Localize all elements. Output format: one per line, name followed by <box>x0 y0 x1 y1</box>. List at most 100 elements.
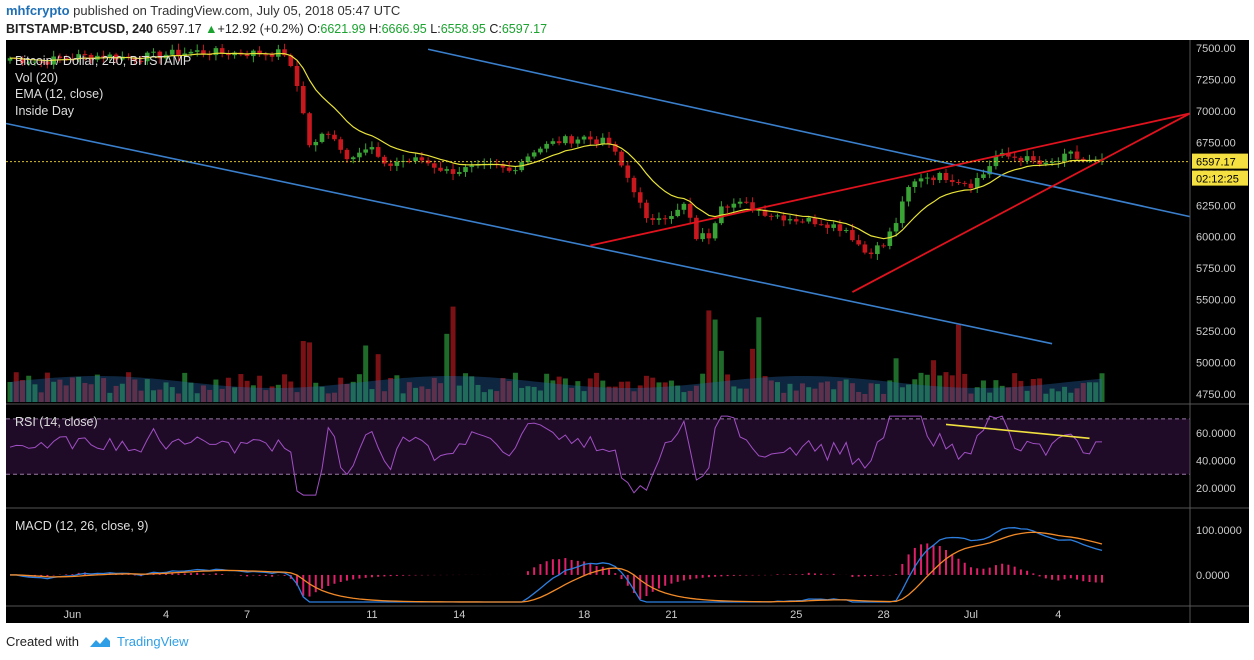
candle-body <box>288 55 294 67</box>
price-tick-label: 4750.00 <box>1196 389 1236 401</box>
volume-bar <box>537 390 543 402</box>
candle-body <box>425 160 431 164</box>
trendline-layer <box>5 48 1191 345</box>
volume-bar <box>76 376 82 402</box>
volume-bar <box>818 382 824 402</box>
price-tick-label: 5000.00 <box>1196 358 1236 370</box>
volume-bar <box>456 385 462 402</box>
volume-bar <box>993 380 999 402</box>
candle-body <box>737 201 743 204</box>
volume-bar <box>282 374 288 402</box>
volume-bar <box>918 372 924 402</box>
volume-bar <box>856 391 862 402</box>
volume-bar <box>151 390 157 402</box>
chart-svg[interactable]: 7500.007250.007000.006750.006500.006250.… <box>5 40 1249 623</box>
time-tick-label: 25 <box>790 609 802 621</box>
candle-body <box>987 166 992 175</box>
volume-bar <box>381 391 387 402</box>
volume-bar <box>781 392 787 402</box>
volume-ma-area <box>10 376 1102 402</box>
volume-bar <box>500 378 506 402</box>
volume-bar <box>893 358 899 402</box>
price-tick-label: 6000.00 <box>1196 232 1236 244</box>
volume-bar <box>194 393 200 402</box>
volume-bar <box>331 392 337 402</box>
candle-body <box>394 161 400 166</box>
volume-bar <box>169 387 175 402</box>
chart-area[interactable]: 7500.007250.007000.006750.006500.006250.… <box>5 40 1249 623</box>
volume-bar <box>849 383 855 402</box>
author-link[interactable]: mhfcrypto <box>6 3 70 18</box>
volume-bar <box>213 379 219 402</box>
volume-bar <box>356 374 362 402</box>
volume-bar <box>681 392 687 402</box>
volume-bar <box>188 382 194 402</box>
price-tick-label: 5500.00 <box>1196 295 1236 307</box>
candle-body <box>407 160 412 162</box>
volume-bar <box>250 385 256 402</box>
candle-body <box>513 170 518 172</box>
candle-body <box>469 165 475 168</box>
volume-bar <box>625 381 631 402</box>
volume-bar <box>793 390 799 402</box>
volume-bar <box>806 387 812 402</box>
volume-bar <box>569 387 575 402</box>
footer: Created with TradingView <box>6 634 189 649</box>
candle-body <box>538 148 543 153</box>
volume-bar <box>44 372 50 402</box>
volume-bar <box>69 377 75 402</box>
volume-bar <box>706 310 712 402</box>
candle-body <box>369 147 375 150</box>
volume-bar <box>718 350 724 402</box>
time-tick-label: 21 <box>665 609 677 621</box>
volume-bar <box>775 382 781 402</box>
candle-body <box>956 182 961 184</box>
candle-body <box>563 136 568 144</box>
volume-bar <box>1043 393 1049 402</box>
volume-bar <box>325 393 331 402</box>
volume-bar <box>101 378 107 402</box>
candle-body <box>1018 157 1024 161</box>
volume-bar <box>288 381 294 402</box>
candle-body <box>1049 161 1055 163</box>
volume-bar <box>350 381 356 402</box>
candle-body <box>937 172 943 181</box>
time-tick-label: 7 <box>244 609 250 621</box>
volume-bar <box>313 382 319 402</box>
tradingview-link[interactable]: TradingView <box>116 634 189 649</box>
axes-layer: 7500.007250.007000.006750.006500.006250.… <box>6 40 1249 623</box>
candle-body <box>456 172 462 174</box>
candle-body <box>681 203 687 210</box>
candle-body <box>731 203 737 208</box>
candle-body <box>300 86 306 114</box>
volume-bar <box>637 385 643 402</box>
candle-body <box>144 52 150 62</box>
publish-header: mhfcrypto published on TradingView.com, … <box>6 3 400 18</box>
volume-bar <box>232 387 238 402</box>
volume-bar <box>731 386 737 402</box>
trendline-red-lower <box>851 112 1191 293</box>
volume-bar <box>1012 373 1018 402</box>
volume-bar <box>132 379 138 402</box>
volume-bar <box>544 373 550 402</box>
candle-body <box>450 169 456 174</box>
high-value: 6666.95 <box>381 22 427 36</box>
candle-body <box>781 215 787 221</box>
candle-body <box>20 58 25 63</box>
candle-body <box>825 224 830 228</box>
candle-body <box>569 136 574 144</box>
time-tick-label: 14 <box>453 609 465 621</box>
volume-bar <box>999 385 1005 402</box>
volume-bar <box>1093 382 1099 402</box>
legend-ema: EMA (12, close) <box>15 87 103 101</box>
candle-body <box>57 56 63 59</box>
candle-body <box>881 245 886 247</box>
volume-bar <box>319 386 325 402</box>
volume-bar <box>650 377 656 402</box>
volume-bar <box>843 379 849 402</box>
low-label: L: <box>430 22 441 36</box>
candle-body <box>575 139 581 144</box>
candle-body <box>325 133 331 135</box>
candle-body <box>38 61 44 63</box>
volume-bar <box>1030 379 1036 402</box>
